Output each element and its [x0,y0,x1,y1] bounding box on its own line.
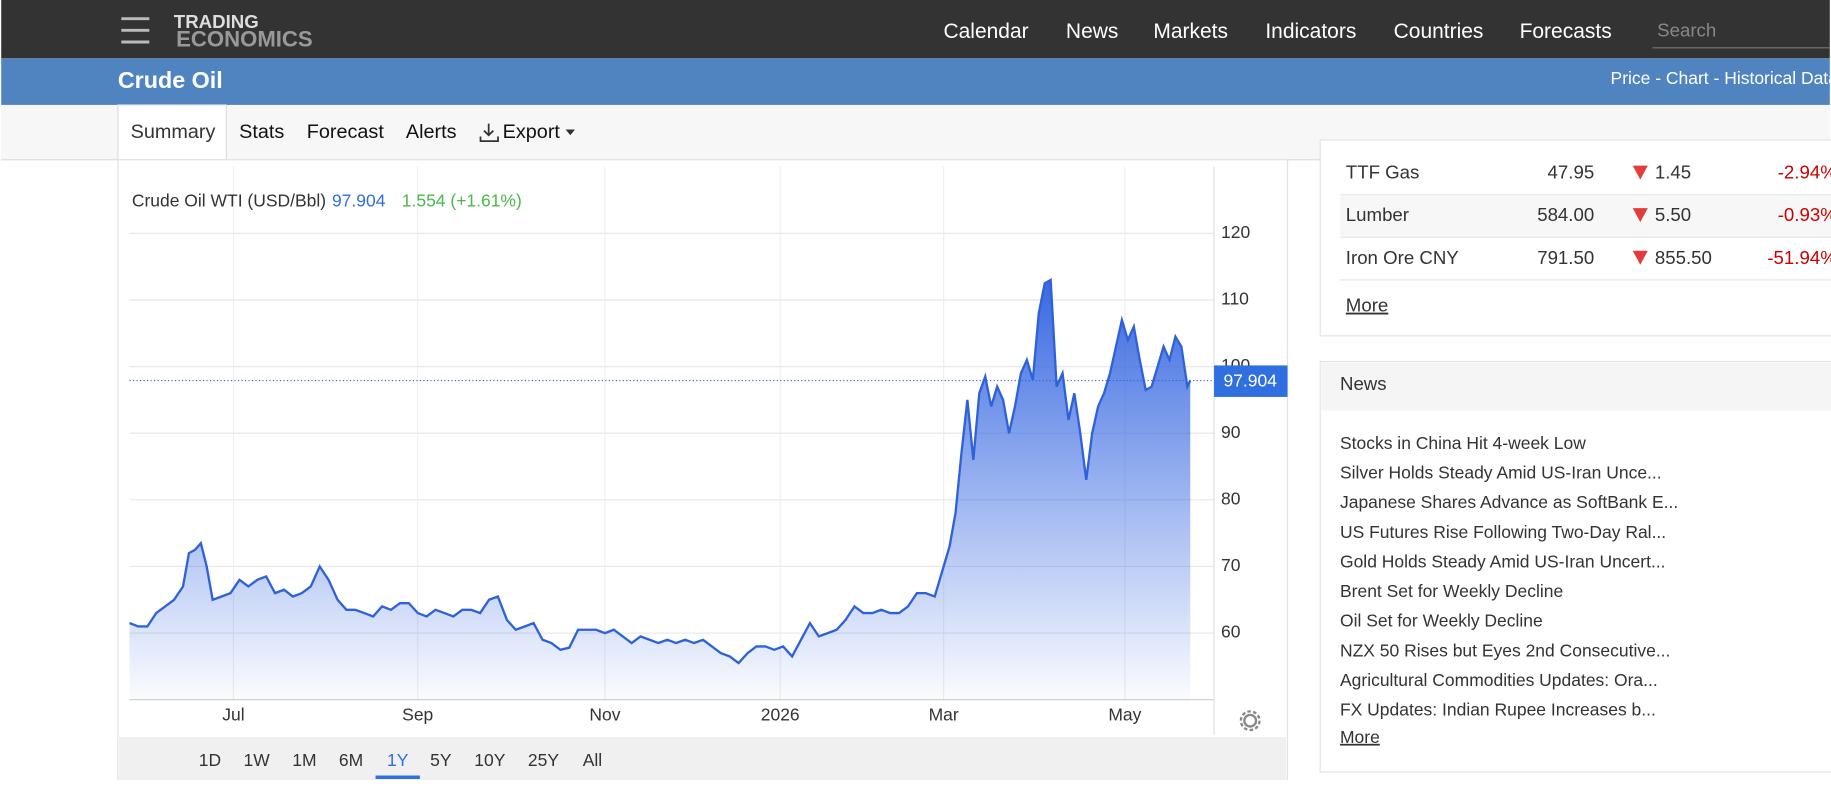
search-input[interactable]: Search [1657,19,1716,40]
market-name[interactable]: Lumber [1346,204,1409,225]
news-item[interactable]: Japanese Shares Advance as SoftBank E... [1340,492,1678,512]
y-tick-label: 60 [1221,622,1241,642]
x-tick-label: Sep [402,705,433,725]
y-tick-label: 80 [1221,488,1241,508]
active-tab [117,104,227,161]
range-button[interactable]: 6M [339,750,363,770]
tab[interactable]: Summary [131,121,216,143]
subnav[interactable]: Price - Chart - Historical Data [1611,68,1831,88]
tab[interactable]: Forecast [307,121,385,143]
nav-link[interactable]: News [1066,20,1118,43]
x-tick-label: Nov [589,705,620,725]
market-name[interactable]: Iron Ore CNY [1346,247,1459,268]
x-tick-label: Mar [929,705,959,725]
market-change: 1.45 [1655,162,1691,183]
range-button[interactable]: 25Y [528,750,559,770]
market-pct: -51.94% [1767,247,1831,268]
news-item[interactable]: Silver Holds Steady Amid US-Iran Unce... [1340,463,1662,483]
more-link[interactable]: More [1340,727,1380,747]
range-button[interactable]: 1M [292,750,316,770]
logo[interactable]: TRADING [174,11,259,32]
chart-title-part: 97.904 [332,190,386,210]
dropdown-caret[interactable] [565,129,575,136]
nav-link[interactable]: Markets [1153,20,1228,43]
market-price: 791.50 [1537,247,1594,268]
news-item[interactable]: Oil Set for Weekly Decline [1340,611,1543,631]
top-bar [1,0,1830,59]
page-title: Crude Oil [118,67,223,93]
x-tick-label: May [1108,705,1141,725]
area-fill [129,280,1191,700]
settings-icon[interactable] [1239,710,1261,732]
news-item[interactable]: Brent Set for Weekly Decline [1340,581,1563,601]
range-button[interactable]: 1W [243,750,270,770]
table-row-bg [1339,195,1831,238]
down-arrow [1632,165,1648,180]
range-bar [118,737,1287,780]
chart-title: Crude Oil WTI (USD/Bbl) 97.904 1.554 (+1.6… [132,190,522,210]
range-button[interactable]: 5Y [430,750,452,770]
range-button[interactable]: 1Y [387,750,409,770]
range-button[interactable]: 1D [199,750,221,770]
x-tick-label: 2026 [761,705,800,725]
range-underline [375,775,420,780]
last-price-box [1214,365,1288,397]
range-button[interactable]: All [583,750,602,770]
market-change: 5.50 [1655,204,1691,225]
price-line [129,278,1192,665]
y-tick-label: 110 [1221,289,1249,309]
last-price-label: 97.904 [1223,370,1277,390]
news-title: News [1340,373,1387,394]
y-tick-label: 70 [1221,555,1241,575]
news-panel [1319,360,1831,773]
news-item[interactable]: Agricultural Commodities Updates: Ora... [1340,670,1658,690]
down-arrow [1632,208,1648,223]
tab[interactable]: Alerts [406,121,457,143]
market-price: 47.95 [1548,162,1595,183]
market-pct: -0.93% [1778,204,1831,225]
range-button[interactable]: 10Y [474,750,505,770]
news-item[interactable]: NZX 50 Rises but Eyes 2nd Consecutive... [1340,640,1670,660]
nav-link[interactable]: Countries [1394,20,1484,43]
tab[interactable]: Stats [239,121,284,143]
news-item[interactable]: FX Updates: Indian Rupee Increases b... [1340,700,1656,720]
market-change: 855.50 [1655,247,1712,268]
y-tick-label: 90 [1221,422,1241,442]
x-tick-label: Jul [222,705,244,725]
down-arrow [1632,250,1648,265]
market-name[interactable]: TTF Gas [1346,162,1420,183]
more-link[interactable]: More [1346,295,1388,316]
news-item[interactable]: Gold Holds Steady Amid US-Iran Uncert... [1340,551,1666,571]
market-price: 584.00 [1537,204,1594,225]
title-bar [1,58,1830,105]
menu-icon[interactable] [121,17,150,44]
news-item[interactable]: Stocks in China Hit 4-week Low [1340,433,1586,453]
y-tick-label: 120 [1221,222,1250,242]
tab[interactable]: Export [503,121,561,143]
chart-title-part: 1.554 (+1.61%) [402,190,522,210]
export-icon[interactable] [479,123,499,142]
chart-title-part: Crude Oil WTI (USD/Bbl) [132,190,326,210]
market-pct: -2.94% [1778,162,1831,183]
nav-link[interactable]: Indicators [1265,20,1356,43]
news-header [1321,362,1831,411]
nav-link[interactable]: Calendar [943,20,1028,43]
nav-link[interactable]: Forecasts [1520,20,1612,43]
logo[interactable]: ECONOMICS [176,27,313,52]
news-item[interactable]: US Futures Rise Following Two-Day Ral... [1340,522,1666,542]
